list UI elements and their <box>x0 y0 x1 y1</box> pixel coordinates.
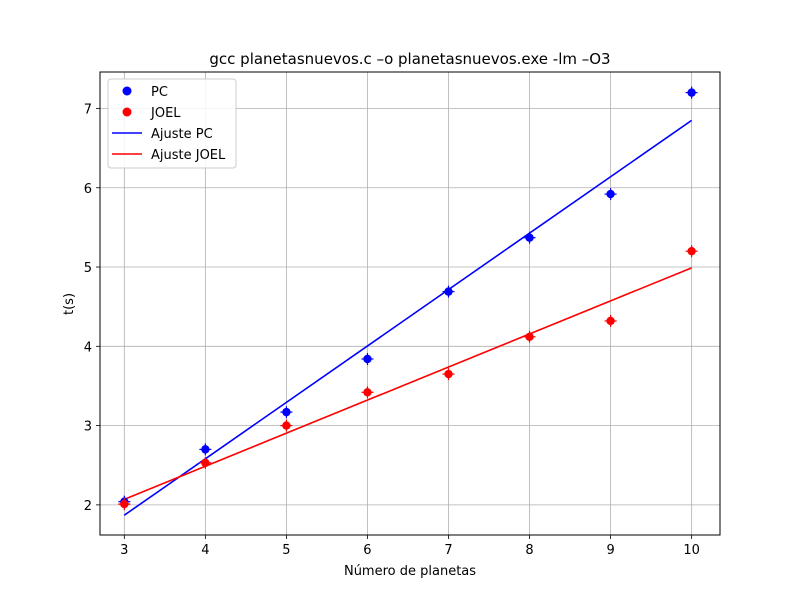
legend: PC JOEL Ajuste PC Ajuste JOEL <box>107 78 237 169</box>
marker-pc <box>444 287 453 296</box>
x-tick-label: 8 <box>525 543 533 558</box>
marker-joel <box>687 246 696 256</box>
legend-entry-pc: PC <box>122 85 168 100</box>
point-joel <box>685 245 698 258</box>
legend-swatch-pc <box>122 86 132 96</box>
y-axis-label: t(s) <box>62 293 77 315</box>
x-tick-label: 7 <box>444 543 452 558</box>
y-tick-label: 6 <box>84 182 92 197</box>
marker-pc <box>201 445 210 454</box>
point-pc <box>199 443 212 456</box>
axes-frame <box>99 71 721 536</box>
point-pc <box>685 86 698 99</box>
y-tick-label: 7 <box>84 102 92 117</box>
x-tick-label: 6 <box>363 543 371 558</box>
point-pc <box>442 285 455 298</box>
marker-pc <box>282 407 291 417</box>
x-tick-label: 9 <box>606 543 614 558</box>
y-tick-label: 5 <box>84 261 92 276</box>
point-joel <box>199 456 212 469</box>
point-pc <box>280 406 293 419</box>
marker-pc <box>525 233 534 242</box>
point-joel <box>280 419 293 432</box>
y-tick-label: 3 <box>84 420 92 435</box>
x-tick-label: 5 <box>282 543 290 558</box>
x-tick-label: 10 <box>683 543 700 558</box>
point-joel <box>604 314 617 327</box>
data-points <box>118 86 698 511</box>
marker-joel <box>201 458 210 468</box>
legend-label-ajuste-pc: Ajuste PC <box>151 127 213 142</box>
marker-joel <box>363 388 372 397</box>
grid <box>100 72 720 535</box>
legend-entry-joel: JOEL <box>122 106 181 121</box>
legend-entry-ajuste-joel: Ajuste JOEL <box>112 148 226 163</box>
point-pc <box>361 352 374 365</box>
fit-line-ajuste-pc <box>123 119 693 516</box>
x-tick-label: 3 <box>120 543 128 558</box>
x-axis-ticks: 3 4 5 6 7 8 9 10 <box>120 535 700 558</box>
marker-joel <box>282 421 291 430</box>
legend-label-pc: PC <box>151 85 168 100</box>
fit-line-ajuste-joel <box>124 267 692 501</box>
marker-pc <box>606 189 615 199</box>
marker-pc <box>687 88 696 97</box>
legend-label-joel: JOEL <box>150 106 181 121</box>
point-joel <box>442 368 455 381</box>
point-joel <box>118 498 131 511</box>
marker-joel <box>444 369 453 379</box>
marker-joel <box>525 332 534 341</box>
y-tick-label: 4 <box>84 340 92 355</box>
point-pc <box>604 188 617 201</box>
point-pc <box>523 231 536 244</box>
legend-swatch-joel <box>122 107 132 117</box>
x-tick-label: 4 <box>201 543 209 558</box>
fit-lines <box>123 119 693 516</box>
marker-joel <box>120 499 129 509</box>
point-joel <box>361 386 374 399</box>
legend-box <box>107 78 237 169</box>
legend-entry-ajuste-pc: Ajuste PC <box>112 127 213 142</box>
x-axis-label: Número de planetas <box>344 564 476 579</box>
y-axis-ticks: 2 3 4 5 6 7 <box>84 102 100 514</box>
point-joel <box>523 330 536 343</box>
chart-title: gcc planetasnuevos.c –o planetasnuevos.e… <box>209 50 610 68</box>
marker-joel <box>606 316 615 326</box>
y-tick-label: 2 <box>84 499 92 514</box>
marker-pc <box>363 354 372 364</box>
legend-label-ajuste-joel: Ajuste JOEL <box>151 148 226 163</box>
